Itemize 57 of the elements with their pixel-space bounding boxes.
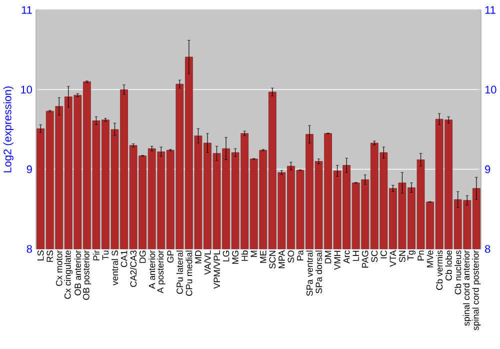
x-tick-label: ME <box>260 250 266 264</box>
x-tick-label: LH <box>352 251 359 262</box>
x-tick-label: CPu medial <box>186 250 192 296</box>
x-tick-label: A anterior <box>148 250 156 290</box>
x-tick-label: SO <box>288 250 294 263</box>
x-tick-label: SPa dorsal <box>315 250 322 294</box>
x-tick-label: VPM/VPL <box>213 250 220 290</box>
x-tick-label: VMH <box>334 251 340 270</box>
x-tick-label: M <box>250 251 257 258</box>
x-tick-label: RS <box>46 250 54 262</box>
x-tick-label: MPA <box>278 250 285 268</box>
x-tick-label: SCN <box>269 251 276 269</box>
x-tick-label: Cb lobe <box>445 250 452 281</box>
x-tick-label: Pa <box>297 250 304 261</box>
y-axis-title: Log2 (expression) <box>3 86 14 172</box>
x-tick-label: VA/VL <box>204 250 211 275</box>
x-tick-label: MVe <box>426 250 434 268</box>
x-tick-label: DM <box>324 251 332 264</box>
x-tick-label: SPa ventral <box>306 250 313 296</box>
x-tick-label: Pn <box>418 250 424 261</box>
y2-tick-label: 9 <box>485 166 490 174</box>
x-tick-label: MD <box>195 250 202 264</box>
x-tick-label: Cx cingulate <box>64 250 73 300</box>
x-tick-label: OB anterior <box>74 250 81 296</box>
x-tick-label: IC <box>380 250 387 258</box>
x-tick-label: Cx motor <box>56 250 62 286</box>
x-tick-label: spinal cord anterior <box>462 250 472 326</box>
x-tick-label: Tu <box>102 250 109 260</box>
y-tick-label: 8 <box>26 245 32 254</box>
y2-tick-label: 8 <box>485 245 490 254</box>
x-tick-label: Hb <box>241 250 248 262</box>
y2-tick-label: 11 <box>485 6 496 14</box>
x-tick-label: ventral S <box>111 250 118 286</box>
x-tick-label: VTA <box>390 250 396 268</box>
y-tick-label: 10 <box>21 86 32 94</box>
x-tick-label: PAG <box>362 251 368 268</box>
x-tick-label: LG <box>222 251 230 262</box>
x-tick-label: LS <box>37 250 44 261</box>
x-tick-label: MG <box>232 251 238 264</box>
x-tick-label: CA1 <box>120 250 128 268</box>
x-tick-label: Tg <box>408 250 416 261</box>
x-tick-label: Cb vermis <box>436 250 443 290</box>
x-tick-label: Pir <box>92 250 100 261</box>
x-tick-label: CA2/CA3 <box>130 250 137 288</box>
x-tick-label: GP <box>167 250 174 263</box>
x-tick-label: A posterior <box>156 250 166 294</box>
y-tick-label: 11 <box>22 6 32 14</box>
x-tick-label: OB posterior <box>82 250 92 300</box>
y2-tick-label: 10 <box>485 86 496 94</box>
y-tick-label: 9 <box>26 166 32 174</box>
x-tick-label: SC <box>371 250 378 262</box>
x-tick-label: spinal cord posterior <box>472 250 481 331</box>
x-tick-label: DG <box>139 251 146 264</box>
x-tick-label: SN <box>399 251 406 262</box>
x-tick-label: CPu lateral <box>176 250 183 294</box>
x-tick-label: Arc <box>343 250 350 264</box>
x-tick-label: Cb nucleus <box>454 250 462 295</box>
